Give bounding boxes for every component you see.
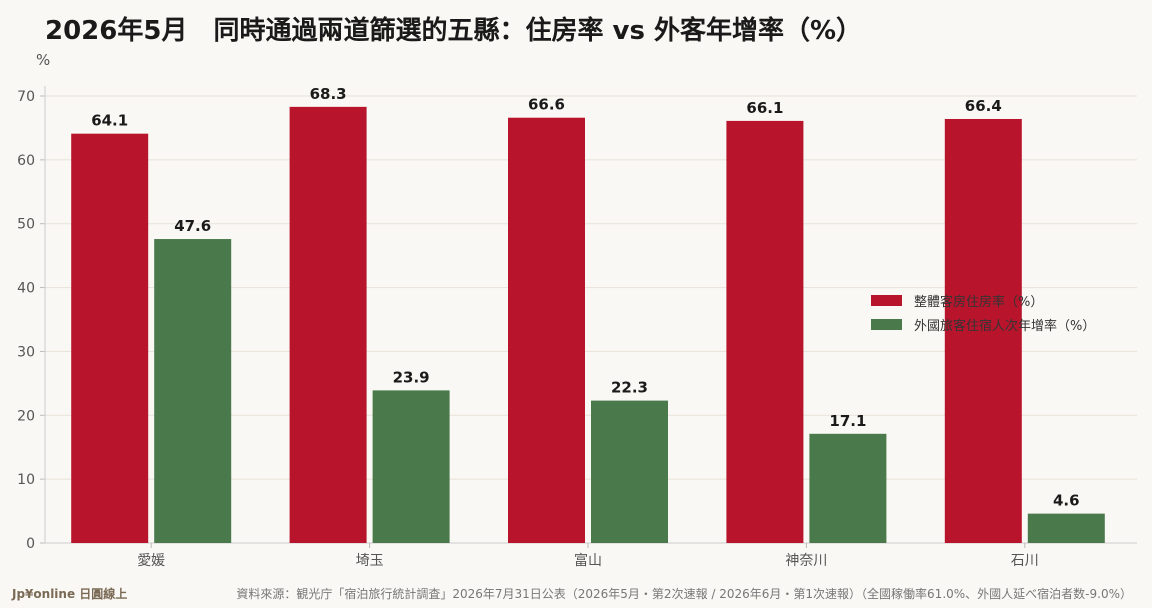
y-tick-label: 50 (17, 217, 35, 233)
source-note: 資料來源：観光庁「宿泊旅行統計調査」2026年7月31日公表（2026年5月・第… (236, 586, 1132, 601)
y-axis-unit: % (36, 51, 50, 69)
y-tick-label: 10 (17, 472, 35, 488)
legend-label: 整體客房住房率（%） (914, 294, 1043, 310)
y-tick-label: 30 (17, 344, 35, 360)
y-tick-label: 70 (17, 89, 35, 105)
bar-occupancy (726, 120, 804, 543)
chart-title: 2026年5月 同時通過兩道篩選的五縣：住房率 vs 外客年增率（%） (45, 15, 862, 46)
legend: 整體客房住房率（%） 外國旅客住宿人次年增率（%） (871, 294, 1095, 334)
bar-foreign-growth (591, 400, 668, 543)
x-tick-label: 愛媛 (137, 553, 165, 569)
legend-swatch (871, 295, 902, 306)
y-tick-label: 0 (26, 536, 35, 552)
bar-foreign-growth (1027, 513, 1105, 543)
bar-foreign-growth (154, 239, 232, 544)
y-tick-label: 20 (17, 408, 35, 424)
x-tick-label: 埼玉 (356, 553, 384, 569)
legend-swatch (871, 319, 902, 330)
data-label: 22.3 (611, 379, 648, 397)
bar-foreign-growth (372, 390, 450, 543)
data-label: 66.4 (965, 97, 1002, 115)
bar-occupancy (944, 118, 1022, 543)
x-tick-label: 富山 (574, 552, 602, 569)
x-tick-label: 神奈川 (785, 553, 827, 569)
x-tick-label: 石川 (1011, 553, 1039, 569)
legend-label: 外國旅客住宿人次年增率（%） (914, 318, 1095, 334)
data-label: 68.3 (310, 85, 347, 103)
data-labels: 64.1 47.6 68.3 23.9 66.6 22.3 66.1 17.1 66.4 4.6 (91, 85, 1079, 510)
data-label: 47.6 (174, 217, 211, 235)
data-label: 23.9 (393, 368, 430, 386)
bars (71, 106, 1105, 544)
data-label: 17.1 (829, 412, 866, 430)
brand-label: Jp¥online 日圓線上 (11, 586, 127, 601)
bar-foreign-growth (809, 433, 887, 543)
bar-occupancy (289, 106, 367, 543)
y-tick-label: 60 (17, 153, 35, 169)
data-label: 66.6 (528, 96, 565, 114)
bar-occupancy (71, 133, 149, 543)
y-tick-label: 40 (17, 281, 35, 297)
data-label: 66.1 (746, 99, 783, 117)
data-label: 4.6 (1053, 492, 1080, 510)
data-label: 64.1 (91, 112, 128, 130)
bar-occupancy (508, 117, 585, 543)
